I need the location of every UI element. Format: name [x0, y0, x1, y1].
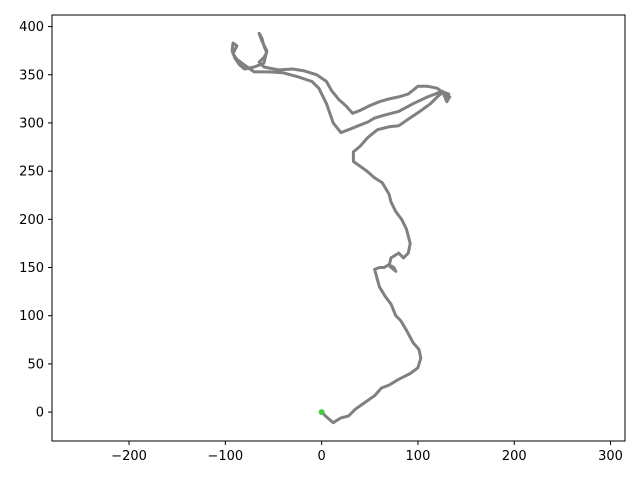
y-tick-label: 350: [19, 68, 44, 83]
y-tick-label: 200: [19, 213, 44, 228]
x-tick-label: 300: [598, 449, 623, 464]
x-tick-label: 200: [502, 449, 527, 464]
x-tick-label: −200: [111, 449, 147, 464]
start-point-marker: [318, 409, 325, 416]
x-tick-label: 100: [406, 449, 431, 464]
y-tick-label: 100: [19, 309, 44, 324]
trajectory-line: [230, 31, 452, 425]
y-tick-label: 400: [19, 20, 44, 35]
y-tick-label: 250: [19, 165, 44, 180]
axes-frame: [51, 14, 626, 442]
y-tick-label: 0: [36, 406, 44, 421]
y-tick-label: 50: [27, 357, 44, 372]
x-tick-label: −100: [207, 449, 243, 464]
axis-ticks: −200 −100 0 100 200 300 0 50 100 150 200 250 300 350 4…: [19, 20, 623, 464]
x-tick-label: 0: [318, 449, 326, 464]
plot-area: [230, 31, 452, 425]
y-tick-label: 150: [19, 261, 44, 276]
y-tick-label: 300: [19, 116, 44, 131]
